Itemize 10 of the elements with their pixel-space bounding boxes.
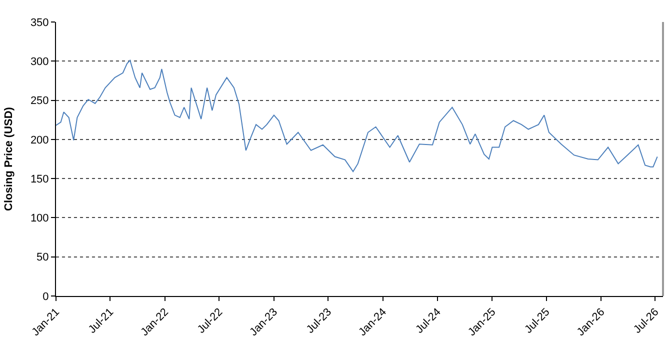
y-tick-label: 350: [30, 16, 49, 29]
y-tick-label: 200: [30, 134, 49, 146]
y-tick-label: 0: [42, 290, 49, 303]
y-tick-label: 250: [30, 95, 49, 108]
y-tick-label: 50: [36, 252, 49, 264]
line-series: [56, 60, 658, 172]
y-axis-title: Closing Price (USD): [3, 106, 16, 211]
y-tick-label: 100: [30, 212, 49, 225]
y-tick-label: 300: [30, 56, 49, 68]
y-tick-label: 150: [30, 173, 49, 186]
